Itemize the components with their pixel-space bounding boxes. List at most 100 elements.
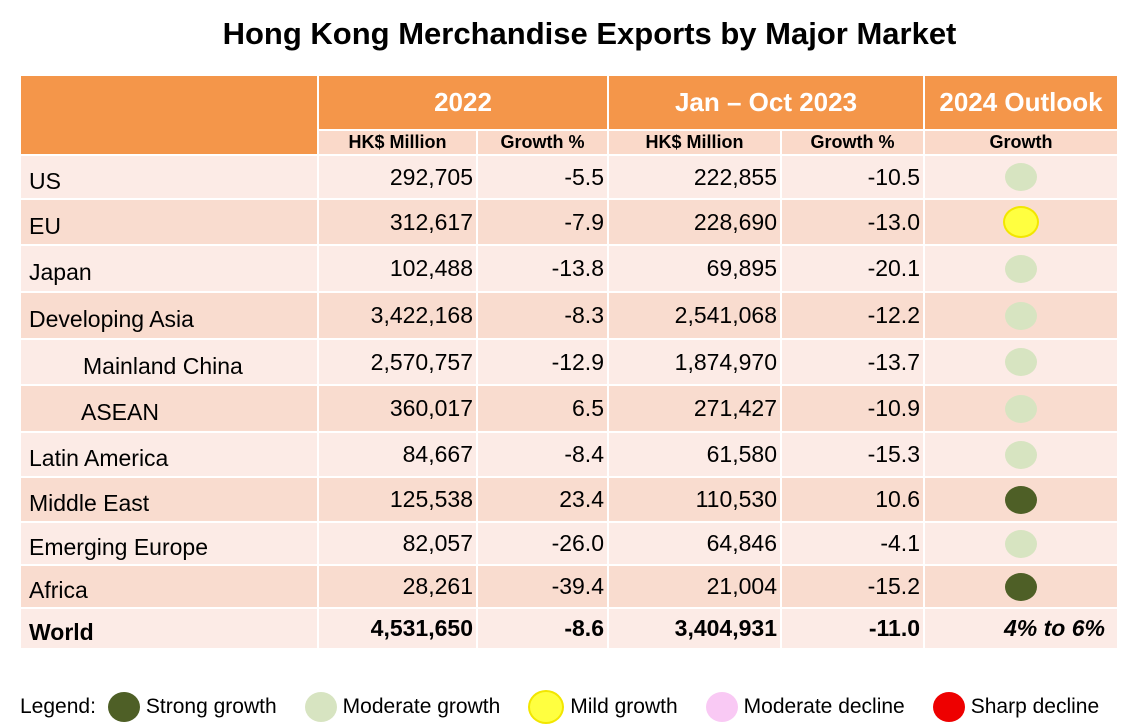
cell-market: Latin America bbox=[19, 431, 319, 478]
table-row: Emerging Europe 82,057 -26.0 64,846 -4.1 bbox=[19, 521, 1119, 566]
sub-header: Growth % bbox=[476, 129, 609, 156]
exports-table: 2022 Jan – Oct 2023 2024 Outlook HK$ Mil… bbox=[19, 74, 1119, 650]
table-row: World 4,531,650 -8.6 3,404,931 -11.0 4% to 6% bbox=[19, 607, 1119, 650]
legend-text: Strong growth bbox=[145, 695, 277, 718]
cell-market: Japan bbox=[19, 244, 319, 293]
cell-g2022: 23.4 bbox=[476, 476, 609, 523]
cell-v2022: 360,017 bbox=[317, 384, 478, 433]
table-row: Developing Asia 3,422,168 -8.3 2,541,068 -12… bbox=[19, 291, 1119, 340]
cell-v2022: 3,422,168 bbox=[317, 291, 478, 340]
outlook-moderate-icon bbox=[1005, 254, 1037, 283]
cell-g2023: -10.5 bbox=[780, 154, 925, 200]
cell-outlook bbox=[923, 198, 1119, 246]
cell-g2023: -15.3 bbox=[780, 431, 925, 478]
table-row: Mainland China 2,570,757 -12.9 1,874,970 -13… bbox=[19, 338, 1119, 386]
outlook-mild-icon bbox=[1003, 206, 1039, 238]
cell-g2022: -8.4 bbox=[476, 431, 609, 478]
outlook-moderate-icon bbox=[1005, 440, 1037, 469]
cell-v2022: 2,570,757 bbox=[317, 338, 478, 386]
table-row: EU 312,617 -7.9 228,690 -13.0 bbox=[19, 198, 1119, 246]
cell-v2023: 2,541,068 bbox=[607, 291, 782, 340]
cell-market: World bbox=[19, 607, 319, 650]
cell-v2023: 3,404,931 bbox=[607, 607, 782, 650]
cell-v2022: 125,538 bbox=[317, 476, 478, 523]
cell-v2022: 82,057 bbox=[317, 521, 478, 566]
cell-v2022: 312,617 bbox=[317, 198, 478, 246]
legend-text: Moderate growth bbox=[342, 695, 501, 718]
cell-g2023: -20.1 bbox=[780, 244, 925, 293]
sub-header: Growth bbox=[923, 129, 1119, 156]
cell-g2023: -12.2 bbox=[780, 291, 925, 340]
table-row: Africa 28,261 -39.4 21,004 -15.2 bbox=[19, 564, 1119, 609]
cell-g2022: -13.8 bbox=[476, 244, 609, 293]
legend-moderate-icon bbox=[304, 692, 337, 722]
cell-g2023: -11.0 bbox=[780, 607, 925, 650]
table-row: Middle East 125,538 23.4 110,530 10.6 bbox=[19, 476, 1119, 523]
cell-outlook bbox=[923, 291, 1119, 340]
cell-v2023: 64,846 bbox=[607, 521, 782, 566]
cell-v2022: 28,261 bbox=[317, 564, 478, 609]
outlook-strong-icon bbox=[1005, 572, 1037, 601]
cell-outlook bbox=[923, 244, 1119, 293]
corner-header bbox=[19, 74, 319, 156]
outlook-moderate-icon bbox=[1005, 394, 1037, 423]
header-2022: 2022 bbox=[317, 74, 609, 131]
header-outlook: 2024 Outlook bbox=[923, 74, 1119, 131]
cell-market: US bbox=[19, 154, 319, 200]
cell-g2023: -13.7 bbox=[780, 338, 925, 386]
cell-outlook bbox=[923, 338, 1119, 386]
cell-market: Emerging Europe bbox=[19, 521, 319, 566]
cell-outlook bbox=[923, 384, 1119, 433]
cell-v2022: 84,667 bbox=[317, 431, 478, 478]
cell-v2023: 21,004 bbox=[607, 564, 782, 609]
cell-outlook bbox=[923, 476, 1119, 523]
cell-g2023: -10.9 bbox=[780, 384, 925, 433]
cell-market: Middle East bbox=[19, 476, 319, 523]
legend-mild-icon bbox=[528, 690, 565, 724]
cell-g2023: 10.6 bbox=[780, 476, 925, 523]
sub-header: Growth % bbox=[780, 129, 925, 156]
outlook-moderate-icon bbox=[1005, 348, 1037, 377]
cell-market: EU bbox=[19, 198, 319, 246]
cell-market: ASEAN bbox=[19, 384, 319, 433]
table-row: Japan 102,488 -13.8 69,895 -20.1 bbox=[19, 244, 1119, 293]
cell-g2022: -12.9 bbox=[476, 338, 609, 386]
cell-v2023: 110,530 bbox=[607, 476, 782, 523]
legend-moddecline-icon bbox=[705, 692, 738, 722]
sub-header: HK$ Million bbox=[317, 129, 478, 156]
sub-header: HK$ Million bbox=[607, 129, 782, 156]
legend-item-sharp: Sharp decline bbox=[932, 690, 1100, 724]
cell-g2023: -13.0 bbox=[780, 198, 925, 246]
legend-sharp-icon bbox=[932, 692, 965, 722]
cell-v2023: 1,874,970 bbox=[607, 338, 782, 386]
cell-v2023: 271,427 bbox=[607, 384, 782, 433]
cell-g2022: -8.3 bbox=[476, 291, 609, 340]
cell-g2022: -7.9 bbox=[476, 198, 609, 246]
outlook-moderate-icon bbox=[1005, 529, 1037, 558]
cell-market: Africa bbox=[19, 564, 319, 609]
header-2023: Jan – Oct 2023 bbox=[607, 74, 925, 131]
outlook-strong-icon bbox=[1005, 485, 1037, 514]
legend-label: Legend: bbox=[20, 695, 96, 718]
legend-item-mild: Mild growth bbox=[528, 690, 678, 724]
legend-item-moderate: Moderate growth bbox=[304, 690, 501, 724]
cell-v2022: 292,705 bbox=[317, 154, 478, 200]
legend-text: Sharp decline bbox=[970, 695, 1100, 718]
cell-market: Developing Asia bbox=[19, 291, 319, 340]
outlook-moderate-icon bbox=[1005, 301, 1037, 330]
legend: Legend: Strong growth Moderate growth Mild… bbox=[20, 690, 1127, 724]
table-row: ASEAN 360,017 6.5 271,427 -10.9 bbox=[19, 384, 1119, 433]
legend-strong-icon bbox=[107, 692, 140, 722]
outlook-moderate-icon bbox=[1005, 163, 1037, 192]
table-row: Latin America 84,667 -8.4 61,580 -15.3 bbox=[19, 431, 1119, 478]
cell-g2022: 6.5 bbox=[476, 384, 609, 433]
cell-g2023: -4.1 bbox=[780, 521, 925, 566]
cell-market: Mainland China bbox=[19, 338, 319, 386]
cell-outlook: 4% to 6% bbox=[923, 607, 1119, 650]
page-title: Hong Kong Merchandise Exports by Major M… bbox=[222, 16, 957, 51]
cell-outlook bbox=[923, 154, 1119, 200]
legend-text: Moderate decline bbox=[743, 695, 905, 718]
cell-outlook bbox=[923, 521, 1119, 566]
cell-v2023: 69,895 bbox=[607, 244, 782, 293]
cell-v2023: 61,580 bbox=[607, 431, 782, 478]
